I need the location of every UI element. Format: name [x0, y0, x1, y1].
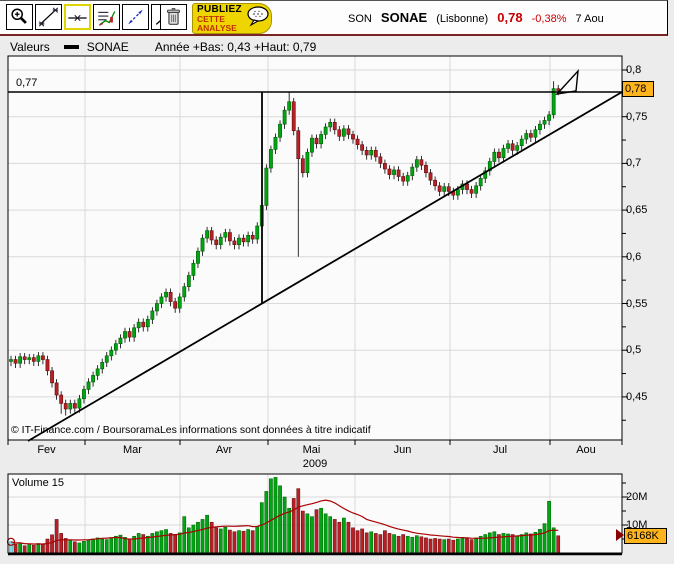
ticker-name: SONAE [380, 10, 428, 25]
publish-label-line2: CETTE [197, 14, 225, 24]
year-range-stats: Année +Bas: 0,43 +Haut: 0,79 [154, 40, 317, 54]
price-axis-label: 0,6 [626, 250, 642, 263]
volume-badge-pointer-icon [616, 529, 624, 541]
price-change-percent: -0,38% [531, 13, 567, 25]
copyright-text: © IT-Finance.com / BoursoramaLes informa… [11, 424, 371, 436]
last-price-badge: 0,78 [622, 81, 654, 97]
price-axis-label: 0,8 [626, 64, 642, 76]
ticker-code: SON [348, 13, 372, 25]
trash-icon [161, 6, 186, 28]
diagonal-line-stars-icon [36, 6, 61, 28]
x-axis-month-label: Jul [492, 444, 508, 456]
price-axis-label: 0,7 [626, 157, 642, 170]
series-swatch-icon [63, 45, 79, 49]
last-price: 0,78 [497, 10, 523, 25]
x-axis-month-label: Mar [123, 444, 142, 456]
legend-label: Valeurs [10, 40, 50, 54]
ticker-exchange: (Lisbonne) [436, 13, 489, 25]
trendline-tool-button[interactable] [35, 4, 62, 30]
legend-row: Valeurs SONAE Année +Bas: 0,43 +Haut: 0,… [10, 40, 316, 54]
volume-axis-label: 10M [626, 519, 648, 531]
x-axis-month-label: Mai [302, 444, 321, 456]
price-axis-label: 0,75 [626, 110, 648, 123]
x-axis-month-label: Aou [576, 444, 596, 456]
annotate-chart-tool-button[interactable] [93, 4, 120, 30]
price-axis-label: 0,55 [626, 297, 648, 310]
volume-panel-title: Volume 15 [12, 477, 64, 489]
x-axis-month-label: Avr [215, 444, 233, 456]
toolbar: PUBLIEZ CETTE ANALYSE SON SONAE (Lisbonn… [0, 0, 668, 36]
zoom-tool-button[interactable] [6, 4, 33, 30]
last-volume-badge: 6168K [624, 528, 667, 544]
price-axis-label: 0,65 [626, 204, 648, 217]
magnifier-plus-icon [7, 6, 32, 28]
resistance-price-label: 0,77 [16, 77, 38, 89]
horizontal-line-tool-button[interactable] [64, 4, 91, 30]
price-axis-label: 0,45 [626, 390, 648, 403]
x-axis-year-label: 2009 [302, 458, 328, 470]
publish-label-line3: ANALYSE [197, 22, 237, 33]
chart-notes-icon [94, 6, 119, 28]
x-axis-month-label: Fev [37, 444, 56, 456]
price-axis-label: 0,5 [626, 344, 642, 357]
speech-bubble-icon [245, 5, 271, 32]
dashed-diagonal-arrows-icon [123, 6, 148, 28]
volume-axis-label: 20M [626, 491, 648, 503]
parallel-arrows-tool-button[interactable] [122, 4, 149, 30]
publish-label-line1: PUBLIEZ [197, 4, 242, 15]
horizontal-line-stars-icon [66, 7, 89, 29]
quote-date: 7 Aou [575, 13, 604, 25]
publish-analysis-button[interactable]: PUBLIEZ CETTE ANALYSE [192, 3, 272, 34]
quote-header: SON SONAE (Lisbonne) 0,78 -0,38% 7 Aou [348, 10, 610, 25]
legend-series-name: SONAE [86, 40, 129, 54]
delete-tool-button[interactable] [160, 4, 187, 30]
x-axis-month-label: Jun [393, 444, 412, 456]
